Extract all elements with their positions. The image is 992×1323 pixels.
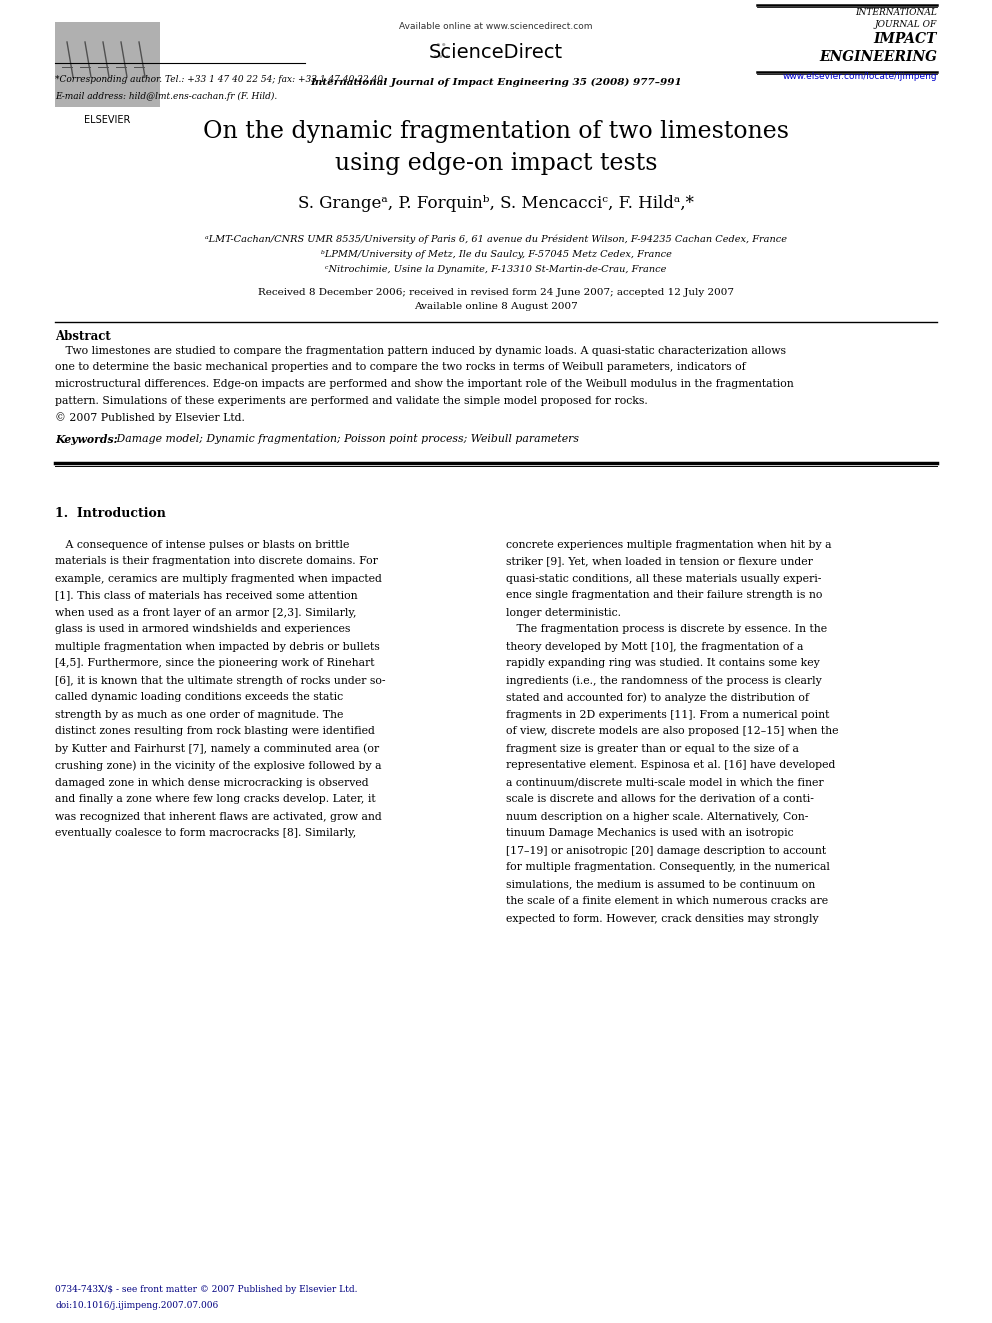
Text: was recognized that inherent flaws are activated, grow and: was recognized that inherent flaws are a…	[55, 811, 382, 822]
Text: when used as a front layer of an armor [2,3]. Similarly,: when used as a front layer of an armor […	[55, 607, 356, 618]
Text: Available online at www.sciencedirect.com: Available online at www.sciencedirect.co…	[399, 22, 593, 30]
Text: theory developed by Mott [10], the fragmentation of a: theory developed by Mott [10], the fragm…	[506, 642, 804, 651]
Text: tinuum Damage Mechanics is used with an isotropic: tinuum Damage Mechanics is used with an …	[506, 828, 794, 839]
Text: www.elsevier.com/locate/ijimpeng: www.elsevier.com/locate/ijimpeng	[783, 71, 937, 81]
Text: rapidly expanding ring was studied. It contains some key: rapidly expanding ring was studied. It c…	[506, 659, 819, 668]
Text: and finally a zone where few long cracks develop. Later, it: and finally a zone where few long cracks…	[55, 795, 376, 804]
Text: ᶜNitrochimie, Usine la Dynamite, F-13310 St-Martin-de-Crau, France: ᶜNitrochimie, Usine la Dynamite, F-13310…	[325, 265, 667, 274]
Text: ᵃLMT-Cachan/CNRS UMR 8535/University of Paris 6, 61 avenue du Président Wilson, : ᵃLMT-Cachan/CNRS UMR 8535/University of …	[205, 235, 787, 245]
Text: striker [9]. Yet, when loaded in tension or flexure under: striker [9]. Yet, when loaded in tension…	[506, 557, 812, 566]
Text: longer deterministic.: longer deterministic.	[506, 607, 621, 618]
Text: Keywords:: Keywords:	[55, 434, 118, 446]
Text: using edge-on impact tests: using edge-on impact tests	[334, 152, 658, 175]
Text: JOURNAL OF: JOURNAL OF	[875, 20, 937, 29]
Text: expected to form. However, crack densities may strongly: expected to form. However, crack densiti…	[506, 913, 818, 923]
Text: example, ceramics are multiply fragmented when impacted: example, ceramics are multiply fragmente…	[55, 573, 382, 583]
Text: scale is discrete and allows for the derivation of a conti-: scale is discrete and allows for the der…	[506, 795, 813, 804]
Text: fragment size is greater than or equal to the size of a: fragment size is greater than or equal t…	[506, 744, 799, 754]
Text: glass is used in armored windshields and experiences: glass is used in armored windshields and…	[55, 624, 350, 635]
Text: eventually coalesce to form macrocracks [8]. Similarly,: eventually coalesce to form macrocracks …	[55, 828, 356, 839]
Text: ScienceDirect: ScienceDirect	[429, 44, 563, 62]
Text: ELSEVIER: ELSEVIER	[84, 115, 131, 124]
Text: [1]. This class of materials has received some attention: [1]. This class of materials has receive…	[55, 590, 358, 601]
Text: strength by as much as one order of magnitude. The: strength by as much as one order of magn…	[55, 709, 343, 720]
Text: damaged zone in which dense microcracking is observed: damaged zone in which dense microcrackin…	[55, 778, 369, 787]
Text: quasi-static conditions, all these materials usually experi-: quasi-static conditions, all these mater…	[506, 573, 821, 583]
Text: pattern. Simulations of these experiments are performed and validate the simple : pattern. Simulations of these experiment…	[55, 396, 648, 406]
Text: [6], it is known that the ultimate strength of rocks under so-: [6], it is known that the ultimate stren…	[55, 676, 386, 685]
Text: for multiple fragmentation. Consequently, in the numerical: for multiple fragmentation. Consequently…	[506, 863, 830, 872]
Text: crushing zone) in the vicinity of the explosive followed by a: crushing zone) in the vicinity of the ex…	[55, 761, 382, 771]
Text: simulations, the medium is assumed to be continuum on: simulations, the medium is assumed to be…	[506, 880, 815, 889]
Text: stated and accounted for) to analyze the distribution of: stated and accounted for) to analyze the…	[506, 692, 809, 703]
Bar	[55, 22, 160, 107]
Text: © 2007 Published by Elsevier Ltd.: © 2007 Published by Elsevier Ltd.	[55, 411, 245, 423]
Text: distinct zones resulting from rock blasting were identified: distinct zones resulting from rock blast…	[55, 726, 375, 737]
Text: nuum description on a higher scale. Alternatively, Con-: nuum description on a higher scale. Alte…	[506, 811, 808, 822]
Text: Damage model; Dynamic fragmentation; Poisson point process; Weibull parameters: Damage model; Dynamic fragmentation; Poi…	[113, 434, 579, 445]
Text: *Corresponding author. Tel.: +33 1 47 40 22 54; fax: +33 1 47 40 22 40.: *Corresponding author. Tel.: +33 1 47 40…	[55, 75, 386, 83]
Text: by Kutter and Fairhurst [7], namely a comminuted area (or: by Kutter and Fairhurst [7], namely a co…	[55, 744, 379, 754]
Text: [4,5]. Furthermore, since the pioneering work of Rinehart: [4,5]. Furthermore, since the pioneering…	[55, 659, 375, 668]
Text: E-mail address: hild@lmt.ens-cachan.fr (F. Hild).: E-mail address: hild@lmt.ens-cachan.fr (…	[55, 91, 277, 101]
Text: doi:10.1016/j.ijimpeng.2007.07.006: doi:10.1016/j.ijimpeng.2007.07.006	[55, 1301, 218, 1310]
Text: ence single fragmentation and their failure strength is no: ence single fragmentation and their fail…	[506, 590, 822, 601]
Text: [17–19] or anisotropic [20] damage description to account: [17–19] or anisotropic [20] damage descr…	[506, 845, 826, 856]
Text: Two limestones are studied to compare the fragmentation pattern induced by dynam: Two limestones are studied to compare th…	[55, 347, 786, 356]
Text: concrete experiences multiple fragmentation when hit by a: concrete experiences multiple fragmentat…	[506, 540, 831, 549]
Text: 0734-743X/$ - see front matter © 2007 Published by Elsevier Ltd.: 0734-743X/$ - see front matter © 2007 Pu…	[55, 1285, 357, 1294]
Text: microstructural differences. Edge-on impacts are performed and show the importan: microstructural differences. Edge-on imp…	[55, 378, 794, 389]
Text: multiple fragmentation when impacted by debris or bullets: multiple fragmentation when impacted by …	[55, 642, 380, 651]
Text: On the dynamic fragmentation of two limestones: On the dynamic fragmentation of two lime…	[203, 120, 789, 143]
Text: called dynamic loading conditions exceeds the static: called dynamic loading conditions exceed…	[55, 692, 343, 703]
Text: one to determine the basic mechanical properties and to compare the two rocks in: one to determine the basic mechanical pr…	[55, 363, 746, 373]
Text: A consequence of intense pulses or blasts on brittle: A consequence of intense pulses or blast…	[55, 540, 349, 549]
Text: The fragmentation process is discrete by essence. In the: The fragmentation process is discrete by…	[506, 624, 827, 635]
Text: the scale of a finite element in which numerous cracks are: the scale of a finite element in which n…	[506, 897, 828, 906]
Text: a continuum/discrete multi-scale model in which the finer: a continuum/discrete multi-scale model i…	[506, 778, 823, 787]
Text: ᵇLPMM/University of Metz, Ile du Saulcy, F-57045 Metz Cedex, France: ᵇLPMM/University of Metz, Ile du Saulcy,…	[320, 250, 672, 259]
Text: of view, discrete models are also proposed [12–15] when the: of view, discrete models are also propos…	[506, 726, 838, 737]
Text: 1.  Introduction: 1. Introduction	[55, 508, 166, 520]
Text: ingredients (i.e., the randomness of the process is clearly: ingredients (i.e., the randomness of the…	[506, 676, 821, 687]
Text: Received 8 December 2006; received in revised form 24 June 2007; accepted 12 Jul: Received 8 December 2006; received in re…	[258, 288, 734, 296]
Text: S. Grangeᵃ, P. Forquinᵇ, S. Mencacciᶜ, F. Hildᵃ,*: S. Grangeᵃ, P. Forquinᵇ, S. Mencacciᶜ, F…	[298, 194, 694, 212]
Text: ••
•••: •• •••	[432, 40, 450, 62]
Text: ENGINEERING: ENGINEERING	[819, 50, 937, 64]
Text: materials is their fragmentation into discrete domains. For: materials is their fragmentation into di…	[55, 557, 378, 566]
Text: IMPACT: IMPACT	[874, 32, 937, 46]
Text: INTERNATIONAL: INTERNATIONAL	[855, 8, 937, 17]
Text: International Journal of Impact Engineering 35 (2008) 977–991: International Journal of Impact Engineer…	[310, 78, 682, 87]
Text: representative element. Espinosa et al. [16] have developed: representative element. Espinosa et al. …	[506, 761, 835, 770]
Text: fragments in 2D experiments [11]. From a numerical point: fragments in 2D experiments [11]. From a…	[506, 709, 829, 720]
Text: Abstract: Abstract	[55, 329, 111, 343]
Text: Available online 8 August 2007: Available online 8 August 2007	[414, 302, 578, 311]
